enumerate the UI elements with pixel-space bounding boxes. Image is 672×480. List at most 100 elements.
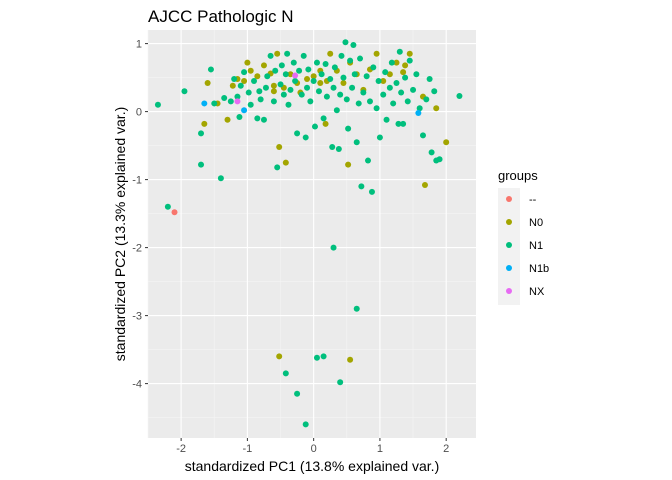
data-point — [433, 105, 440, 112]
data-point — [347, 57, 354, 64]
data-point — [327, 75, 334, 82]
data-point — [436, 156, 443, 163]
data-point — [386, 71, 393, 78]
data-point — [247, 101, 254, 108]
data-point — [327, 50, 334, 57]
data-point — [340, 80, 347, 87]
y-tick-label: -3 — [132, 311, 142, 323]
data-point — [380, 78, 387, 84]
data-point — [360, 89, 367, 96]
data-point — [241, 78, 248, 84]
data-point — [302, 134, 309, 141]
data-point — [315, 88, 322, 95]
data-point — [221, 95, 228, 101]
y-tick-label: 1 — [136, 39, 142, 51]
data-point — [217, 175, 224, 182]
data-point — [264, 73, 271, 80]
data-point — [421, 182, 428, 189]
legend-title: groups — [498, 168, 538, 183]
data-point — [234, 98, 241, 105]
data-point — [456, 92, 463, 99]
data-point — [353, 139, 360, 146]
data-point — [204, 80, 211, 87]
data-point — [347, 356, 354, 363]
data-point — [370, 64, 377, 71]
data-point — [353, 305, 360, 312]
data-point — [256, 88, 263, 95]
data-point — [254, 115, 261, 122]
data-point — [313, 354, 320, 361]
data-point — [380, 91, 387, 98]
data-point — [322, 61, 329, 67]
data-point — [443, 139, 450, 146]
data-point — [198, 130, 205, 137]
x-tick-label: -2 — [176, 443, 186, 455]
data-point — [154, 101, 161, 108]
x-tick-label: 2 — [443, 443, 449, 455]
data-point — [322, 120, 329, 127]
legend-label: N1 — [529, 240, 543, 252]
data-point — [282, 71, 289, 78]
data-point — [428, 149, 435, 156]
data-point — [335, 146, 342, 152]
data-point — [400, 69, 407, 76]
data-point — [284, 50, 291, 57]
data-point — [355, 100, 362, 107]
data-point — [404, 98, 411, 105]
legend-label: N0 — [529, 217, 543, 229]
data-point — [375, 78, 382, 84]
data-point — [276, 353, 283, 360]
data-point — [234, 93, 241, 100]
legend-label: N1b — [529, 263, 549, 275]
data-point — [270, 82, 277, 89]
data-point — [276, 143, 283, 150]
data-point — [357, 55, 364, 62]
y-axis: -4 -3 -2 -1 0 1 — [132, 39, 148, 391]
data-point — [280, 91, 287, 98]
data-point — [317, 80, 324, 87]
data-point — [310, 78, 317, 84]
data-point — [227, 98, 234, 105]
legend-key — [506, 219, 512, 225]
legend-key — [506, 288, 512, 294]
data-point — [343, 96, 350, 103]
data-point — [376, 134, 383, 141]
data-point — [388, 59, 395, 66]
data-point — [373, 50, 380, 57]
grid-major — [148, 30, 476, 438]
data-point — [290, 59, 297, 66]
x-tick-label: -1 — [243, 443, 253, 455]
data-point — [292, 78, 299, 84]
data-point — [260, 116, 267, 123]
data-point — [251, 78, 258, 84]
data-point — [270, 98, 277, 105]
x-tick-label: 1 — [377, 443, 383, 455]
data-point — [406, 57, 413, 64]
data-point — [241, 69, 248, 76]
data-point — [318, 71, 325, 78]
data-point — [282, 159, 289, 166]
data-point — [229, 82, 236, 89]
legend-label: NX — [529, 286, 545, 298]
data-point — [310, 73, 317, 80]
data-point — [351, 71, 358, 78]
data-point — [300, 52, 307, 59]
data-point — [416, 105, 423, 112]
legend-key — [506, 265, 512, 271]
data-point — [270, 88, 277, 95]
x-axis: -2 -1 0 1 2 — [176, 438, 449, 455]
panel-background — [148, 30, 476, 438]
data-point — [307, 98, 314, 105]
data-point — [181, 88, 188, 95]
data-point — [330, 84, 337, 91]
data-point — [260, 62, 267, 69]
data-point — [244, 59, 251, 66]
data-points — [154, 39, 463, 428]
data-point — [207, 66, 214, 73]
legend-key — [506, 242, 512, 248]
data-point — [395, 120, 402, 127]
data-point — [267, 52, 274, 59]
data-point — [368, 188, 375, 195]
data-point — [350, 41, 357, 48]
